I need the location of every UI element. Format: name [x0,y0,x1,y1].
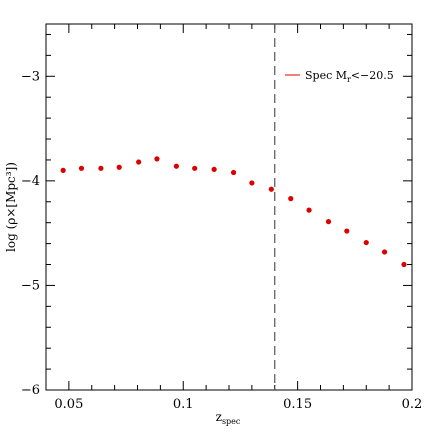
data-point [192,165,198,171]
data-point [78,165,85,171]
data-point [60,167,66,173]
data-point [381,249,388,255]
data-points [60,156,407,268]
y-axis-label: log (ρ×[Mpc³]) [4,162,18,252]
x-axis-label: zspec [216,410,241,426]
axis-ticks: 0.05 0.1 0.15 0.2 −3 −4 −5 −6 [21,24,423,412]
x-tick-label: 0.05 [54,397,83,412]
legend-label: Spec Mr<−20.5 [305,69,394,84]
data-point [288,196,294,202]
x-tick-label: 0.2 [402,397,423,412]
data-point [268,186,274,192]
y-tick-label: −5 [21,278,40,293]
data-point [173,163,179,169]
data-point [136,159,142,165]
data-point [211,166,217,172]
x-tick-label: 0.1 [173,397,194,412]
data-point [116,164,122,170]
data-point [363,239,369,246]
data-point [401,261,407,268]
data-point [306,207,312,213]
data-point [98,165,104,171]
data-point [344,228,350,234]
y-tick-label: −6 [21,383,40,398]
data-point [230,169,237,176]
y-tick-label: −4 [21,174,40,189]
y-tick-label: −3 [21,69,40,84]
data-point [325,219,332,225]
data-point [249,180,255,186]
x-tick-label: 0.15 [283,397,312,412]
data-point [154,156,160,162]
legend: Spec Mr<−20.5 [285,69,394,84]
